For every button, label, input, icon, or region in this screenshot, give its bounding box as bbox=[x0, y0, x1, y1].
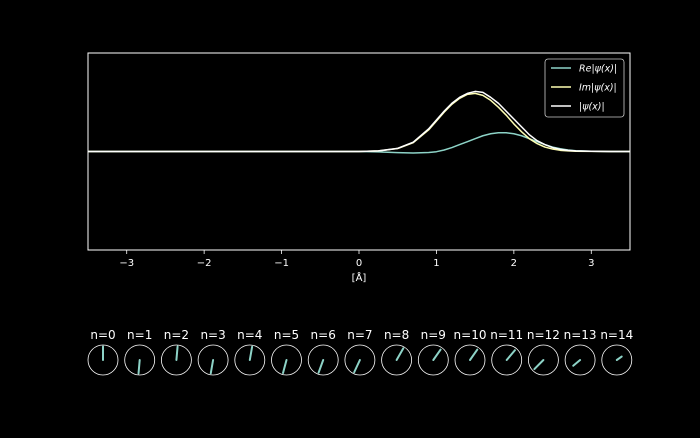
phasor-needle bbox=[432, 348, 442, 361]
phasor-circle bbox=[601, 344, 633, 376]
x-tick-label: −3 bbox=[119, 258, 134, 269]
x-tick-label: −1 bbox=[274, 258, 289, 269]
series-layer bbox=[88, 90, 631, 154]
phasor-needle bbox=[505, 349, 516, 361]
phasor-circle bbox=[234, 344, 266, 376]
phasor-needle bbox=[572, 359, 582, 367]
wavefunction-plot: −3 −2 −1 0 1 2 3 [Å] Re|ψ(x)| Im|ψ(x)| |ψ(x)| bbox=[87, 52, 631, 284]
phasor-circle bbox=[87, 344, 119, 376]
phasor-label: n=4 bbox=[237, 328, 262, 342]
legend-label-0: Re|ψ(x)| bbox=[579, 64, 617, 75]
x-axis-label: [Å] bbox=[352, 271, 367, 284]
phasor-circle bbox=[491, 344, 523, 376]
phasor-circle bbox=[271, 344, 302, 376]
series-line-2 bbox=[88, 90, 631, 153]
phasor-label: n=7 bbox=[347, 328, 372, 342]
x-tick-label: 1 bbox=[433, 258, 439, 269]
phasor-label: n=1 bbox=[127, 328, 152, 342]
phasor-1: n=1 bbox=[124, 328, 156, 376]
phasor-circle bbox=[454, 344, 486, 376]
phasor-needle bbox=[469, 348, 479, 361]
phasor-12: n=12 bbox=[527, 328, 560, 376]
phasor-label: n=8 bbox=[384, 328, 409, 342]
phasor-label: n=9 bbox=[421, 328, 446, 342]
phasor-row: n=0 n=1 n=2 n=3 n=4 n=5 n=6 n=7 n=8 n=9 n=10 n=11 n=… bbox=[87, 328, 633, 376]
phasor-needle bbox=[615, 355, 623, 361]
legend-box bbox=[544, 58, 625, 118]
phasor-needle bbox=[395, 347, 405, 361]
phasor-label: n=3 bbox=[200, 328, 225, 342]
legend-label-1: Im|ψ(x)| bbox=[579, 83, 617, 94]
phasor-circle bbox=[381, 344, 413, 376]
phasor-0: n=0 bbox=[87, 328, 119, 376]
phasor-label: n=11 bbox=[490, 328, 523, 342]
phasor-label: n=0 bbox=[90, 328, 115, 342]
phasor-label: n=6 bbox=[311, 328, 336, 342]
phasor-5: n=5 bbox=[271, 328, 302, 376]
phasor-label: n=13 bbox=[564, 328, 597, 342]
phasor-2: n=2 bbox=[160, 328, 192, 376]
phasor-label: n=5 bbox=[274, 328, 299, 342]
phasor-needle bbox=[248, 345, 254, 361]
phasor-circle bbox=[197, 344, 229, 376]
x-tick-label: 3 bbox=[588, 258, 594, 269]
phasor-label: n=10 bbox=[454, 328, 487, 342]
phasor-9: n=9 bbox=[417, 328, 449, 376]
phasor-needle bbox=[175, 345, 179, 361]
phasor-13: n=13 bbox=[564, 328, 597, 376]
phasor-needle bbox=[353, 359, 361, 374]
legend: Re|ψ(x)| Im|ψ(x)| |ψ(x)| bbox=[544, 58, 625, 118]
phasor-needle bbox=[282, 359, 288, 375]
phasor-8: n=8 bbox=[381, 328, 413, 376]
phasor-circle bbox=[528, 344, 559, 376]
x-tick-label: 2 bbox=[511, 258, 517, 269]
phasor-label: n=2 bbox=[164, 328, 189, 342]
phasor-circle bbox=[564, 344, 596, 376]
phasor-needle bbox=[209, 359, 215, 375]
phasor-circle bbox=[417, 344, 449, 376]
phasor-needle bbox=[533, 359, 545, 371]
phasor-14: n=14 bbox=[600, 328, 633, 376]
phasor-needle bbox=[137, 359, 141, 375]
legend-label-2: |ψ(x)| bbox=[579, 102, 605, 113]
phasor-circle bbox=[344, 344, 376, 376]
phasor-11: n=11 bbox=[490, 328, 523, 376]
phasor-circle bbox=[160, 344, 192, 376]
x-ticks: −3 −2 −1 0 1 2 3 bbox=[119, 250, 594, 269]
x-tick-label: −2 bbox=[197, 258, 212, 269]
phasor-3: n=3 bbox=[197, 328, 229, 376]
phasor-6: n=6 bbox=[307, 328, 339, 376]
phasor-needle bbox=[317, 359, 325, 374]
phasor-label: n=12 bbox=[527, 328, 560, 342]
phasor-7: n=7 bbox=[344, 328, 376, 376]
phasor-10: n=10 bbox=[454, 328, 487, 376]
x-tick-label: 0 bbox=[356, 258, 362, 269]
phasor-circle bbox=[307, 344, 339, 376]
phasor-circle bbox=[124, 344, 156, 376]
phasor-label: n=14 bbox=[600, 328, 633, 342]
phasor-4: n=4 bbox=[234, 328, 266, 376]
